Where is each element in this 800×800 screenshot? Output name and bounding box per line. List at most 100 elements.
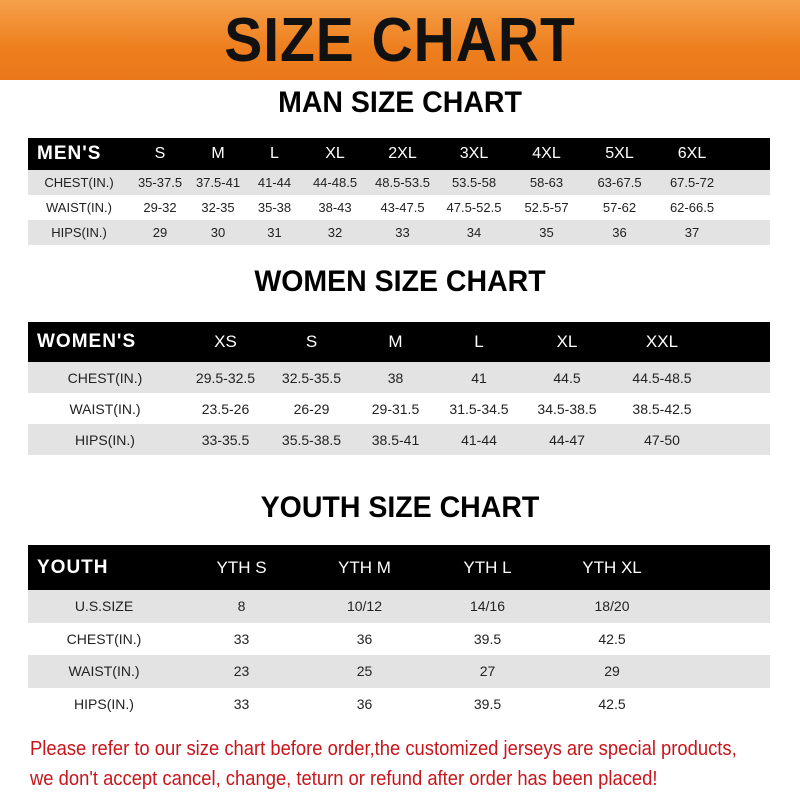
row-label: CHEST(IN.)	[67, 369, 143, 386]
row-label: YOUTH	[37, 556, 109, 578]
cell: 41-44	[461, 431, 497, 448]
row-label: CHEST(IN.)	[44, 175, 114, 190]
cell: 57-62	[602, 200, 637, 215]
row-label: MEN'S	[37, 143, 102, 164]
cell: 23	[233, 663, 250, 680]
row-label: HIPS(IN.)	[51, 225, 107, 240]
cell: 48.5-53.5	[375, 175, 430, 190]
table-row: WAIST(IN.) 23 25 27 29	[28, 655, 770, 688]
table-row: WAIST(IN.) 23.5-26 26-29 29-31.5 31.5-34.5 34…	[28, 393, 770, 424]
row-label: WOMEN'S	[37, 331, 137, 352]
cell: YTH XL	[582, 557, 642, 577]
cell: 53.5-58	[451, 175, 497, 190]
cell: 43-47.5	[380, 200, 425, 215]
cell: 33-35.5	[201, 431, 250, 448]
cell: 32-35	[201, 200, 235, 215]
banner: SIZE CHART	[0, 0, 800, 80]
cell: 29	[152, 225, 168, 240]
cell: 38-43	[318, 200, 352, 215]
cell: 29-31.5	[371, 400, 420, 417]
cell: S	[305, 332, 318, 351]
women-size-table: WOMEN'S XS S M L XL XXL CHEST(IN.) 29.5-32.5 32.5…	[28, 322, 770, 455]
cell: 29.5-32.5	[195, 369, 256, 386]
men-size-table: MEN'S S M L XL 2XL 3XL 4XL 5XL 6XL CHEST(IN.) 35-37…	[28, 138, 770, 245]
women-section-title: WOMEN SIZE CHART	[254, 265, 546, 298]
cell: 32.5-35.5	[281, 369, 342, 386]
row-label: HIPS(IN.)	[75, 431, 135, 448]
cell: 35-38	[257, 200, 292, 215]
cell: 39.5	[473, 695, 502, 712]
note-line: we don't accept cancel, change, teturn o…	[30, 768, 658, 790]
cell: XL	[556, 332, 578, 351]
cell: 47.5-52.5	[446, 200, 502, 215]
table-header-row: YOUTH YTH S YTH M YTH L YTH XL	[28, 545, 770, 590]
cell: 42.5	[598, 695, 626, 712]
cell: 52.5-57	[524, 200, 569, 215]
table-row: HIPS(IN.) 29 30 31 32 33 34 35 36 37	[28, 220, 770, 245]
cell: M	[388, 332, 403, 351]
cell: 37.5-41	[195, 175, 241, 190]
table-row: CHEST(IN.) 35-37.5 37.5-41 41-44 44-48.5 48.5…	[28, 170, 770, 195]
cell: XL	[325, 145, 345, 162]
cell: M	[211, 145, 225, 162]
cell: 42.5	[598, 630, 626, 647]
cell: S	[154, 145, 166, 162]
page-title: SIZE CHART	[224, 5, 576, 75]
cell: 35-37.5	[137, 175, 183, 190]
table-row: HIPS(IN.) 33 36 39.5 42.5	[28, 687, 770, 720]
cell: 3XL	[459, 145, 489, 162]
cell: XS	[214, 332, 237, 351]
cell: 44.5	[553, 369, 581, 386]
cell: 38	[387, 369, 404, 386]
row-label: CHEST(IN.)	[66, 630, 142, 647]
table-header-row: MEN'S S M L XL 2XL 3XL 4XL 5XL 6XL	[28, 138, 770, 170]
cell: 63-67.5	[597, 175, 642, 190]
cell: YTH S	[216, 557, 267, 577]
men-section-title: MAN SIZE CHART	[278, 86, 522, 119]
cell: 33	[233, 630, 250, 647]
cell: 62-66.5	[669, 200, 715, 215]
cell: 33	[395, 225, 410, 240]
cell: 5XL	[605, 145, 634, 162]
cell: 31	[267, 225, 282, 240]
row-label: U.S.SIZE	[74, 598, 134, 615]
youth-section-title: YOUTH SIZE CHART	[260, 491, 540, 524]
cell: 27	[479, 663, 496, 680]
table-row: WAIST(IN.) 29-32 32-35 35-38 38-43 43-47.5 47.…	[28, 195, 770, 220]
cell: 35.5-38.5	[281, 431, 342, 448]
cell: 38.5-42.5	[632, 400, 692, 417]
row-label: WAIST(IN.)	[68, 663, 140, 680]
cell: 67.5-72	[669, 175, 715, 190]
cell: L	[474, 332, 484, 351]
cell: 32	[327, 225, 343, 240]
cell: YTH M	[338, 557, 391, 577]
table-header-row: WOMEN'S XS S M L XL XXL	[28, 322, 770, 362]
cell: 47-50	[644, 431, 680, 448]
table-row: HIPS(IN.) 33-35.5 35.5-38.5 38.5-41 41-44 44-…	[28, 424, 770, 455]
row-label: HIPS(IN.)	[74, 695, 134, 712]
cell: 44.5-48.5	[632, 369, 692, 386]
cell: 26-29	[293, 400, 330, 417]
cell: 23.5-26	[201, 400, 250, 417]
note-line: Please refer to our size chart before or…	[30, 738, 737, 760]
cell: 34.5-38.5	[537, 400, 597, 417]
cell: L	[270, 145, 279, 162]
cell: 41-44	[257, 175, 292, 190]
table-row: U.S.SIZE 8 10/12 14/16 18/20	[28, 590, 770, 623]
cell: 38.5-41	[371, 431, 420, 448]
cell: 29	[604, 663, 620, 680]
cell: YTH L	[463, 557, 512, 577]
cell: 8	[237, 598, 246, 615]
disclaimer-note: Please refer to our size chart before or…	[30, 734, 737, 794]
row-label: WAIST(IN.)	[69, 400, 141, 417]
cell: 18/20	[594, 598, 630, 615]
cell: 14/16	[469, 598, 506, 615]
cell: 37	[684, 225, 700, 240]
cell: 36	[356, 630, 373, 647]
row-label: WAIST(IN.)	[46, 200, 112, 215]
cell: 36	[612, 225, 627, 240]
cell: 41	[471, 369, 487, 386]
cell: 25	[356, 663, 373, 680]
youth-size-table: YOUTH YTH S YTH M YTH L YTH XL U.S.SIZE 8 10/12…	[28, 545, 770, 720]
table-row: CHEST(IN.) 33 36 39.5 42.5	[28, 622, 770, 655]
